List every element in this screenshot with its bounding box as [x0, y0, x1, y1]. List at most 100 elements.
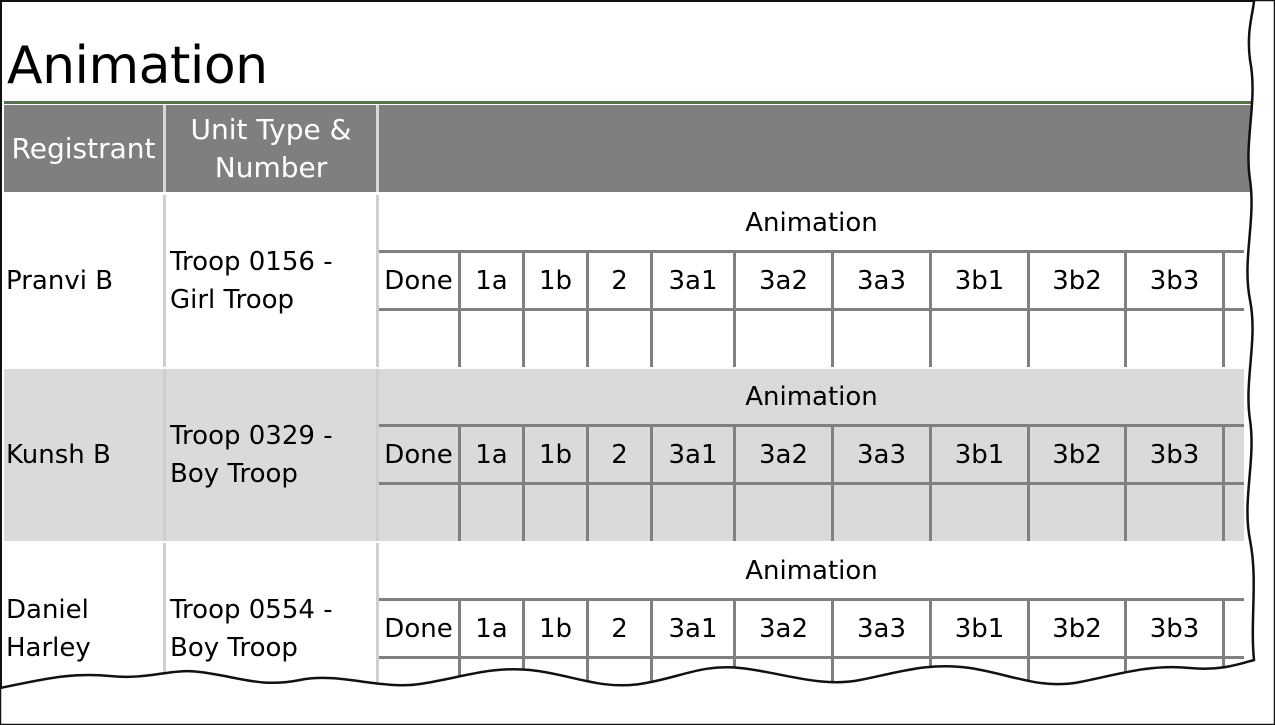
grid-line [929, 253, 932, 367]
column-divider [163, 369, 166, 541]
grid-line [733, 427, 736, 541]
requirement-column-label: 3b2 [1052, 265, 1102, 296]
requirement-checkbox-cell[interactable] [834, 659, 929, 715]
column-divider [163, 195, 166, 367]
requirement-column-label: 1b [538, 613, 573, 644]
grid-line [458, 601, 461, 715]
requirement-column-label: 3a1 [668, 265, 718, 296]
column-divider [163, 543, 166, 715]
requirement-checkbox-cell[interactable] [589, 485, 650, 541]
grid-line [1124, 601, 1127, 715]
requirement-checkbox-cell[interactable] [1030, 659, 1124, 715]
requirement-column-label: 2 [611, 613, 628, 644]
requirement-column-label: 3b1 [954, 265, 1005, 296]
requirement-checkbox-cell[interactable] [653, 311, 733, 367]
grid-line [650, 601, 653, 715]
grid-line [733, 601, 736, 715]
table-row: Pranvi B Troop 0156 - Girl Troop Animati… [4, 195, 1244, 367]
requirement-checkbox-cell[interactable] [525, 311, 586, 367]
grid-line [831, 253, 834, 367]
requirement-column-label: 3a3 [856, 439, 907, 470]
grid-line [1027, 601, 1030, 715]
requirement-column-label: 2 [611, 265, 628, 296]
grid-line [1027, 427, 1030, 541]
requirement-checkbox-cell[interactable] [379, 311, 458, 367]
requirement-column-label: 1a [475, 613, 508, 644]
unit-type-number: Troop 0554 - Boy Troop [170, 595, 333, 663]
grid-line [733, 253, 736, 367]
grid-line [929, 601, 932, 715]
requirements-title: Animation [745, 556, 878, 586]
grid-line [586, 601, 589, 715]
grid-line [650, 427, 653, 541]
grid-line [586, 253, 589, 367]
requirement-column-label: 3a2 [758, 613, 809, 644]
requirement-checkbox-cell[interactable] [653, 485, 733, 541]
requirement-checkbox-cell[interactable] [736, 311, 831, 367]
grid-line [1124, 253, 1127, 367]
table-header: Registrant Unit Type & Number [4, 105, 1252, 192]
grid-line [831, 601, 834, 715]
unit-type-number: Troop 0156 - Girl Troop [170, 247, 333, 315]
requirement-checkbox-cell[interactable] [379, 659, 458, 715]
requirement-checkbox-cell[interactable] [1127, 485, 1222, 541]
page-title: Animation [7, 36, 268, 96]
requirement-checkbox-cell[interactable] [461, 485, 522, 541]
requirement-column-label: 3b3 [1149, 439, 1200, 470]
requirement-column-label: 3a3 [856, 613, 907, 644]
requirement-column-label: 3a2 [758, 265, 809, 296]
requirement-checkbox-cell[interactable] [589, 311, 650, 367]
requirement-checkbox-cell[interactable] [1030, 485, 1124, 541]
requirement-checkbox-cell[interactable] [461, 659, 522, 715]
title-divider [4, 101, 1254, 104]
grid-line [1222, 601, 1225, 715]
registrant-name: Kunsh B [6, 440, 111, 470]
requirements-grid: Animation Done 1a 1b 2 3a1 3a2 3a3 3b1 3b2 3b3 [379, 369, 1244, 541]
requirement-checkbox-cell[interactable] [525, 659, 586, 715]
requirement-column-label: Done [384, 439, 453, 470]
requirement-checkbox-cell[interactable] [834, 311, 929, 367]
requirement-column-label: 3b2 [1052, 613, 1102, 644]
header-unit-type-number: Unit Type & Number [166, 105, 376, 192]
grid-line [458, 427, 461, 541]
requirement-checkbox-cell[interactable] [379, 485, 458, 541]
requirement-column-label: 3a3 [856, 265, 907, 296]
requirement-column-label: 3a2 [758, 439, 809, 470]
requirements-title: Animation [745, 208, 878, 238]
requirement-checkbox-cell[interactable] [589, 659, 650, 715]
grid-line [1222, 427, 1225, 541]
grid-line [1027, 253, 1030, 367]
requirement-column-label: 1a [475, 439, 508, 470]
header-unit-label: Unit Type & Number [190, 112, 352, 184]
requirement-column-label: Done [384, 265, 453, 296]
requirement-checkbox-cell[interactable] [834, 485, 929, 541]
requirement-checkbox-cell[interactable] [1127, 659, 1222, 715]
requirement-column-label: 3b3 [1149, 265, 1200, 296]
requirement-column-label: Done [384, 613, 453, 644]
grid-line [522, 253, 525, 367]
requirement-column-label: 3a1 [668, 439, 718, 470]
requirement-checkbox-cell[interactable] [736, 485, 831, 541]
requirement-checkbox-cell[interactable] [1030, 311, 1124, 367]
requirement-checkbox-cell[interactable] [525, 485, 586, 541]
grid-line [1124, 427, 1127, 541]
unit-type-number: Troop 0329 - Boy Troop [170, 421, 333, 489]
requirement-column-label: 2 [611, 439, 628, 470]
requirement-column-label: 3b2 [1052, 439, 1102, 470]
requirement-checkbox-cell[interactable] [736, 659, 831, 715]
requirement-checkbox-cell[interactable] [653, 659, 733, 715]
requirements-grid: Animation Done 1a 1b 2 3a1 3a2 3a3 3b1 3b2 3b3 [379, 195, 1244, 367]
registrant-name: Pranvi B [6, 266, 114, 296]
requirements-title: Animation [745, 382, 878, 412]
requirement-checkbox-cell[interactable] [1127, 311, 1222, 367]
header-requirements [379, 105, 1252, 192]
requirement-checkbox-cell[interactable] [932, 659, 1027, 715]
grid-line [522, 601, 525, 715]
requirement-checkbox-cell[interactable] [932, 485, 1027, 541]
requirement-column-label: 3b1 [954, 439, 1005, 470]
requirement-checkbox-cell[interactable] [932, 311, 1027, 367]
requirement-checkbox-cell[interactable] [461, 311, 522, 367]
grid-line [586, 427, 589, 541]
requirement-column-label: 1b [538, 439, 573, 470]
requirement-column-label: 1a [475, 265, 508, 296]
